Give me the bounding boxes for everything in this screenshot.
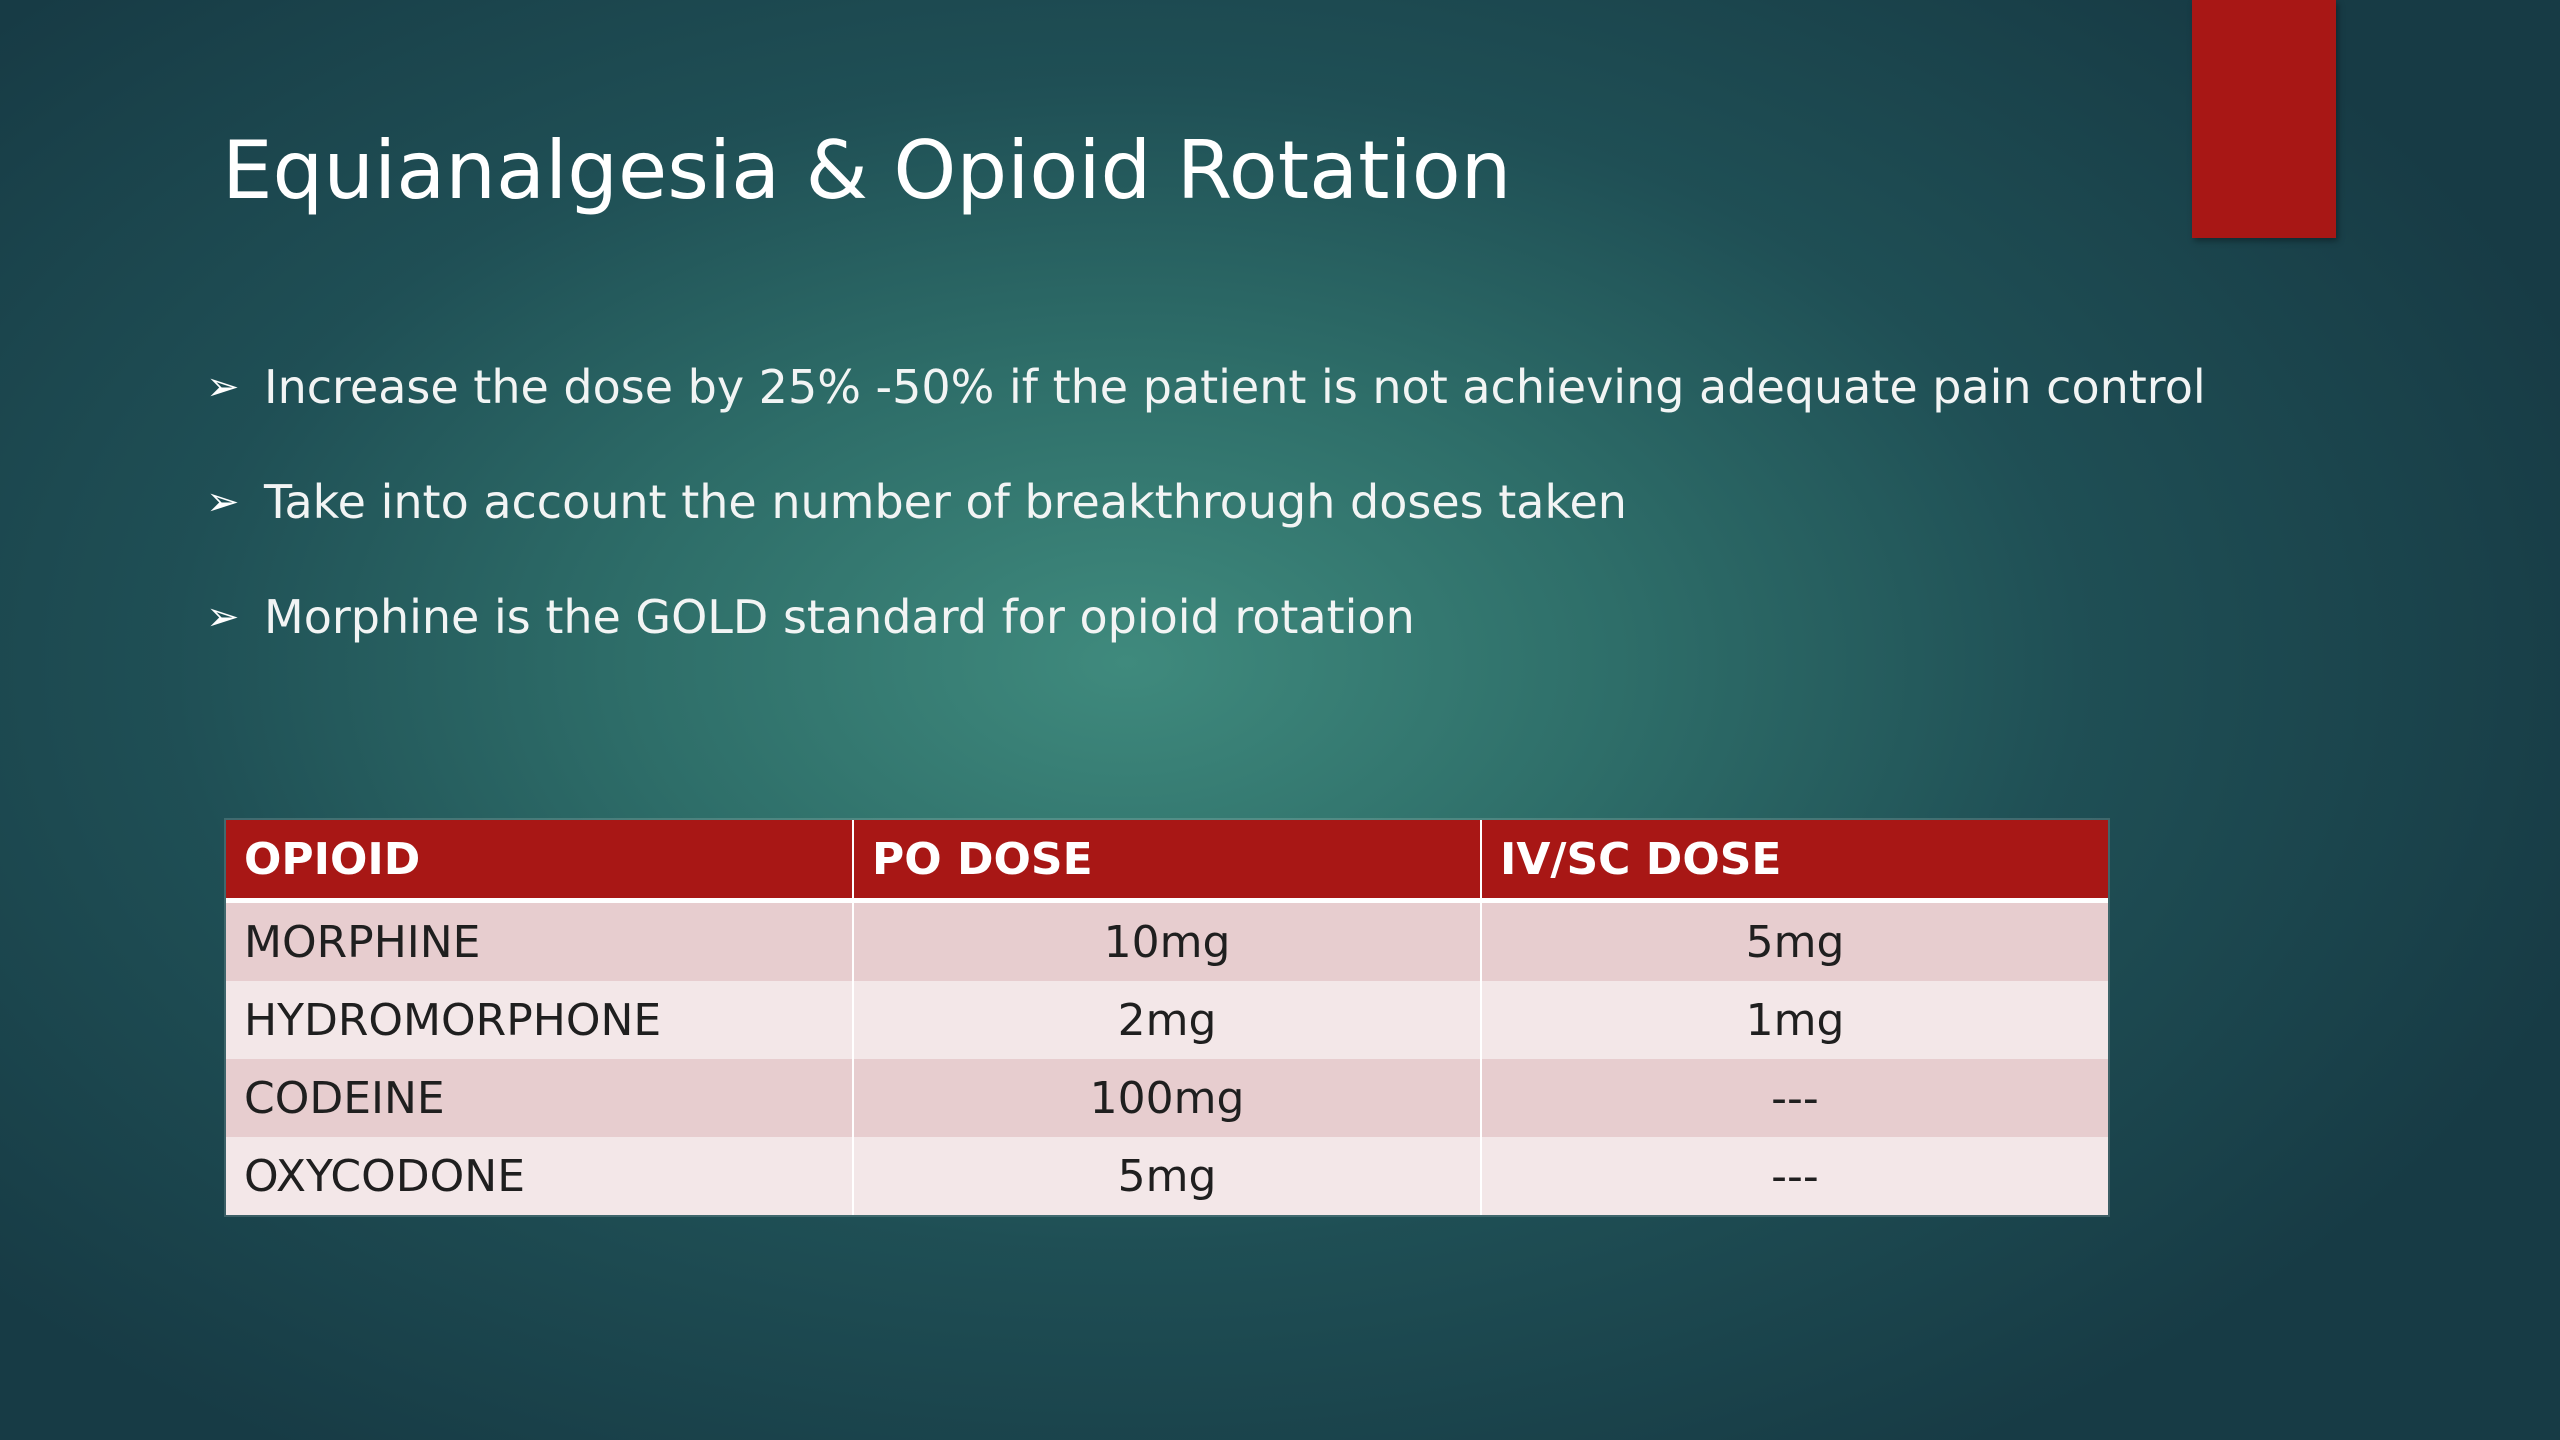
- bullet-text: Morphine is the GOLD standard for opioid…: [264, 590, 1415, 644]
- po-dose-cell: 5mg: [852, 1137, 1481, 1215]
- opioid-cell: CODEINE: [226, 1059, 853, 1137]
- iv-sc-dose-cell: 1mg: [1480, 981, 2108, 1059]
- header-iv-sc-dose: IV/SC DOSE: [1480, 820, 2108, 903]
- bullet-list: ➢ Increase the dose by 25% -50% if the p…: [206, 352, 2206, 697]
- bullet-item: ➢ Morphine is the GOLD standard for opio…: [206, 582, 2206, 652]
- arrowhead-bullet-icon: ➢: [206, 594, 240, 640]
- equianalgesic-dose-table: OPIOID PO DOSE IV/SC DOSE MORPHINE 10mg …: [226, 820, 2108, 1215]
- bullet-text: Increase the dose by 25% -50% if the pat…: [264, 360, 2206, 414]
- opioid-cell: MORPHINE: [226, 900, 853, 981]
- opioid-cell: HYDROMORPHONE: [226, 981, 853, 1059]
- table-header-row: OPIOID PO DOSE IV/SC DOSE: [226, 820, 2108, 903]
- red-accent-bar: [2192, 0, 2336, 238]
- arrowhead-bullet-icon: ➢: [206, 364, 240, 410]
- table-row: MORPHINE 10mg 5mg: [226, 900, 2108, 981]
- iv-sc-dose-cell: 5mg: [1480, 900, 2108, 981]
- po-dose-cell: 10mg: [852, 900, 1481, 981]
- header-opioid: OPIOID: [226, 820, 853, 903]
- header-po-dose: PO DOSE: [852, 820, 1481, 903]
- arrowhead-bullet-icon: ➢: [206, 479, 240, 525]
- table-row: OXYCODONE 5mg ---: [226, 1137, 2108, 1215]
- bullet-item: ➢ Increase the dose by 25% -50% if the p…: [206, 352, 2206, 422]
- iv-sc-dose-cell: ---: [1480, 1059, 2108, 1137]
- bullet-text: Take into account the number of breakthr…: [264, 475, 1627, 529]
- table-row: HYDROMORPHONE 2mg 1mg: [226, 981, 2108, 1059]
- po-dose-cell: 100mg: [852, 1059, 1481, 1137]
- opioid-cell: OXYCODONE: [226, 1137, 853, 1215]
- slide-title: Equianalgesia & Opioid Rotation: [222, 124, 1512, 217]
- table-row: CODEINE 100mg ---: [226, 1059, 2108, 1137]
- bullet-item: ➢ Take into account the number of breakt…: [206, 467, 2206, 537]
- po-dose-cell: 2mg: [852, 981, 1481, 1059]
- iv-sc-dose-cell: ---: [1480, 1137, 2108, 1215]
